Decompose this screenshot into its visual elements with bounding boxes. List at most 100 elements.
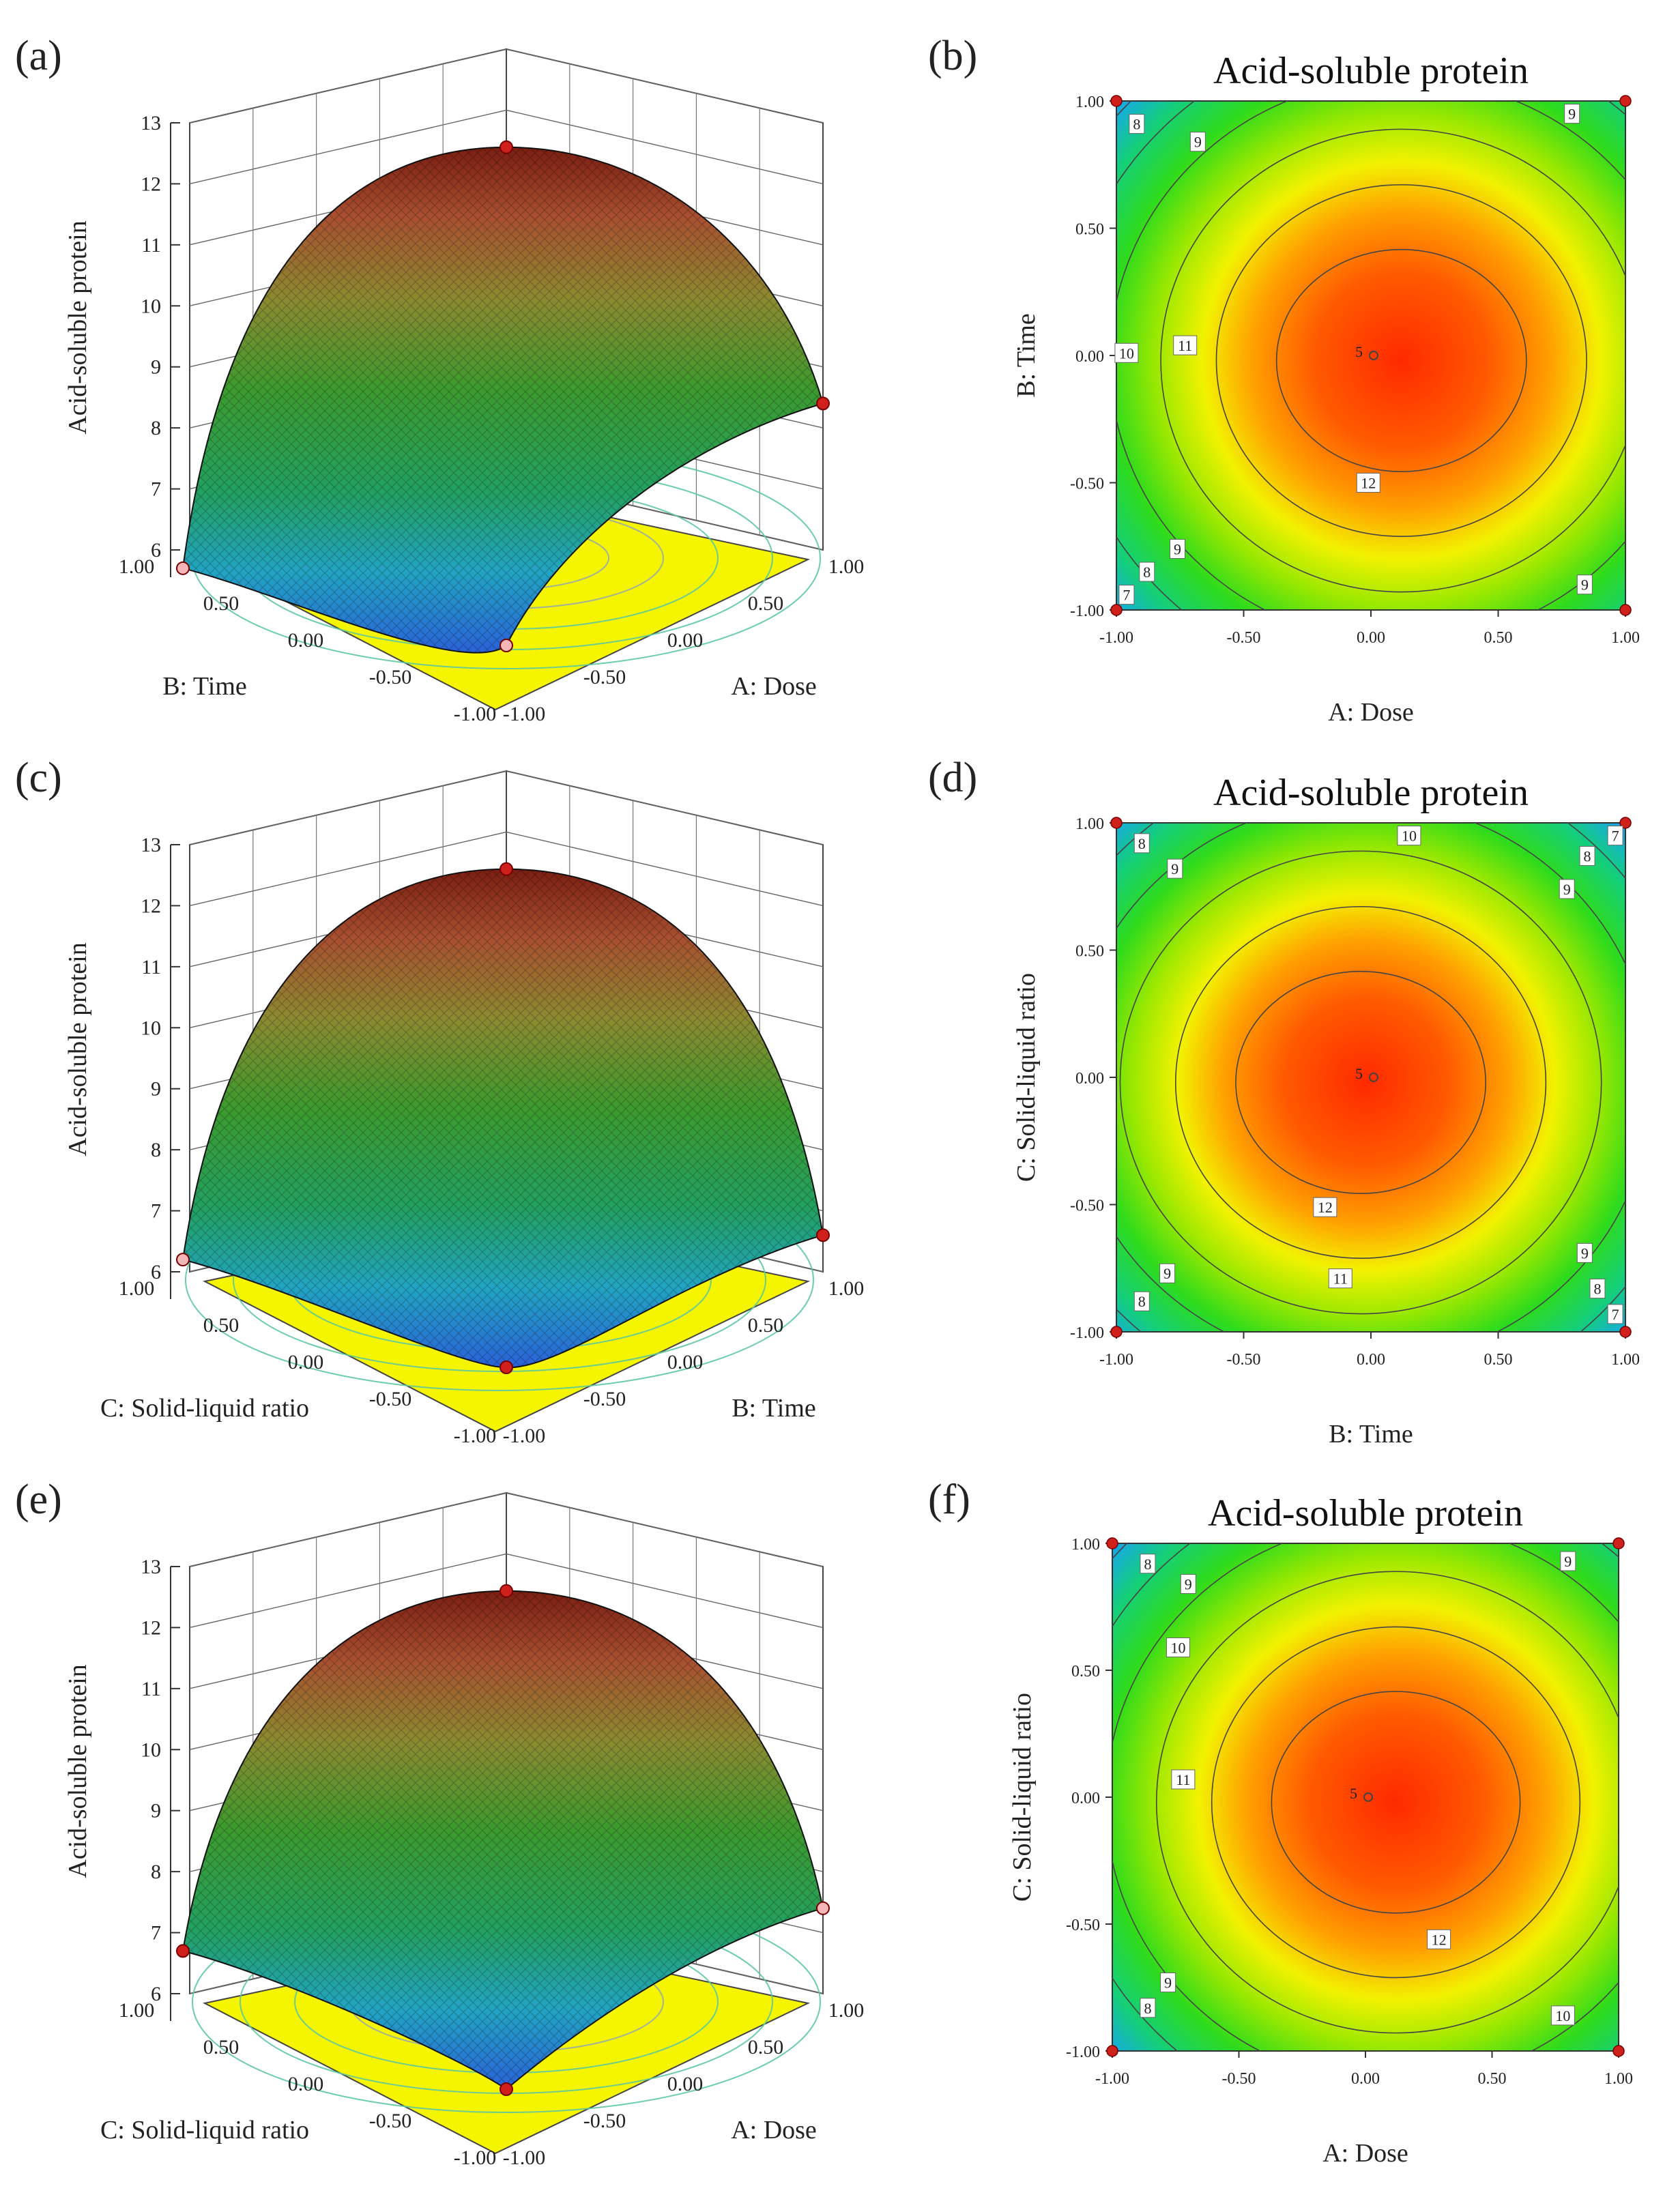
contour-label-box: [1129, 114, 1145, 134]
y-tick-label: -0.50: [1070, 1197, 1104, 1215]
left-axis-title: B: Time: [162, 672, 247, 701]
right-axis-tick: -0.50: [583, 1388, 626, 1410]
design-point: [1110, 1326, 1123, 1338]
y-tick-label: 0.00: [1075, 1070, 1104, 1088]
z-tick-label: 10: [141, 295, 161, 317]
x-axis-title: A: Dose: [1328, 698, 1414, 727]
contour-label-box: [1140, 1998, 1156, 2018]
z-tick-label: 9: [151, 1078, 161, 1101]
gridline: [189, 1492, 507, 1567]
z-tick-label: 11: [141, 956, 161, 978]
x-tick-label: -0.50: [1222, 2070, 1256, 2088]
contour-label: 7: [1123, 587, 1130, 604]
contour-label: 12: [1432, 1931, 1447, 1948]
design-point: [1619, 817, 1632, 829]
z-tick-label: 12: [141, 894, 161, 917]
gridline: [189, 770, 507, 845]
panel-label: (e): [15, 1476, 62, 1523]
y-tick-label: 0.50: [1071, 1663, 1100, 1680]
y-tick-label: 1.00: [1071, 1536, 1100, 1554]
right-axis-tick: 0.50: [748, 2036, 784, 2058]
contour-label-box: [1589, 1279, 1606, 1299]
contour-label-box: [1607, 1304, 1623, 1324]
contour-label: 9: [1185, 1576, 1192, 1593]
center-point: [1369, 1073, 1378, 1082]
y-axis-title: C: Solid-liquid ratio: [1008, 1693, 1037, 1902]
right-axis-tick: 1.00: [828, 1999, 865, 2022]
contour-plot-0: Acid-soluble protein -1.00 -0.50 0.00 0.50 1.…: [1012, 50, 1640, 727]
isoline: [1160, 128, 1625, 593]
contour-label-box: [1180, 1574, 1196, 1595]
z-tick-label: 8: [151, 1861, 161, 1883]
x-tick-label: 0.50: [1478, 2070, 1507, 2088]
contour-label-box: [1607, 826, 1623, 846]
z-tick-label: 10: [141, 1017, 161, 1039]
left-axis-tick: -0.50: [369, 666, 412, 688]
isoline: [1235, 970, 1486, 1195]
contour-label: 12: [1361, 475, 1376, 492]
contour-label-box: [1118, 585, 1135, 605]
contour-label-box: [1576, 1242, 1593, 1263]
contour-label: 9: [1581, 577, 1589, 594]
left-axis-title: C: Solid-liquid ratio: [100, 1394, 309, 1423]
design-point: [816, 1901, 830, 1915]
contour-label: 8: [1144, 1556, 1151, 1573]
contour-title: Acid-soluble protein: [1213, 772, 1529, 814]
isoline: [1119, 850, 1602, 1315]
contour-label-box: [1397, 826, 1421, 846]
y-tick-label: 0.50: [1075, 221, 1104, 239]
y-axis-title: C: Solid-liquid ratio: [1012, 973, 1041, 1182]
contour-field: [1116, 100, 1626, 611]
contour-label: 11: [1176, 1771, 1190, 1788]
right-axis-tick: -1.00: [503, 703, 546, 725]
gridline: [506, 1492, 824, 1567]
x-tick-label: 0.00: [1357, 629, 1385, 647]
right-axis-tick: 0.00: [667, 2073, 704, 2095]
y-axis-title: B: Time: [1012, 313, 1041, 398]
design-point: [500, 1360, 513, 1374]
y-tick-label: 1.00: [1075, 815, 1104, 833]
isoline: [1215, 184, 1587, 537]
y-tick-label: 0.50: [1075, 943, 1104, 961]
x-tick-label: 1.00: [1611, 1351, 1640, 1369]
isoline: [1156, 1571, 1619, 2034]
z-tick-label: 13: [141, 834, 161, 856]
left-axis-tick: 1.00: [119, 1277, 155, 1300]
contour-label-box: [1160, 1973, 1176, 1993]
z-tick-label: 12: [141, 1616, 161, 1639]
contour-label: 12: [1318, 1199, 1333, 1216]
design-point: [176, 1253, 190, 1267]
left-axis-title: C: Solid-liquid ratio: [100, 2116, 309, 2144]
contour-label-box: [1170, 538, 1186, 559]
panel-label: (a): [15, 33, 62, 79]
y-tick-label: -0.50: [1066, 1917, 1100, 1934]
contour-label-box: [1167, 858, 1183, 879]
left-axis-tick: 0.50: [203, 2036, 240, 2058]
contour-label: 9: [1164, 1975, 1172, 1992]
design-point: [176, 561, 190, 575]
contour-label: 9: [1563, 881, 1571, 898]
contour-label: 10: [1170, 1640, 1185, 1657]
z-tick-label: 6: [151, 1983, 161, 2005]
right-axis-tick: 0.50: [748, 1314, 784, 1337]
x-axis-title: A: Dose: [1322, 2139, 1408, 2168]
right-axis-tick: 0.00: [667, 1351, 704, 1373]
x-tick-label: -1.00: [1099, 629, 1133, 647]
gridline: [189, 1553, 507, 1629]
right-axis-title: A: Dose: [731, 672, 817, 701]
contour-label: 8: [1138, 835, 1146, 852]
contour-label: 9: [1194, 134, 1202, 151]
design-point: [500, 639, 513, 652]
design-point: [1612, 1537, 1625, 1549]
right-axis-title: B: Time: [732, 1394, 816, 1423]
left-axis-tick: -1.00: [454, 703, 497, 725]
design-point: [500, 140, 513, 154]
contour-label-box: [1133, 833, 1150, 854]
gridline: [506, 109, 824, 185]
z-tick-label: 9: [151, 1800, 161, 1822]
surface-plot-1: 13 12 11 10 9 8 7 6 Acid-soluble protein 1.00 0.50…: [63, 770, 864, 1447]
contour-label: 9: [1163, 1265, 1171, 1282]
contour-field: [1112, 1543, 1619, 2052]
contour-label: 9: [1568, 106, 1576, 123]
contour-label-box: [1159, 1263, 1176, 1283]
